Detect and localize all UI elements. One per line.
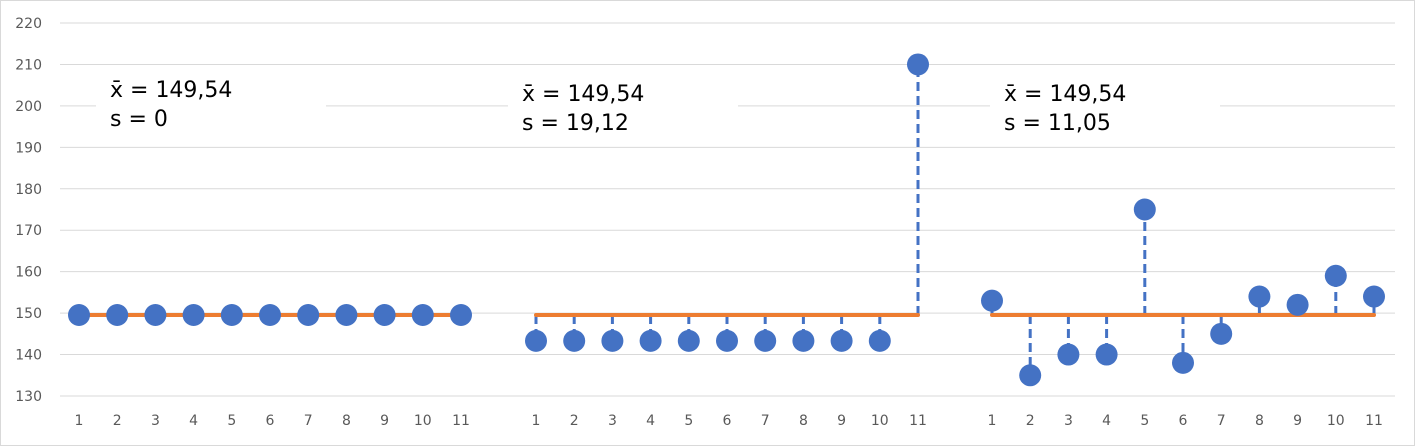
- panel-1: 1 2 3 4 5 6 7 8 9 10 11 x̄ = 149,54 s = 0: [68, 72, 472, 429]
- data-point: [981, 289, 1003, 312]
- std-annotation: s = 0: [110, 107, 168, 132]
- data-point: [1133, 198, 1156, 221]
- data-point: [639, 329, 662, 352]
- x-tick-label: 3: [151, 413, 160, 429]
- panels: 1 2 3 4 5 6 7 8 9 10 11 x̄ = 149,54 s = 0 1 2 3 4 5 6 7 8 9 10…: [68, 53, 1385, 429]
- data-point: [830, 329, 853, 352]
- data-point: [1324, 264, 1347, 287]
- data-point: [525, 329, 547, 352]
- data-point: [450, 304, 472, 327]
- data-point: [716, 329, 738, 352]
- data-point: [677, 329, 700, 352]
- data-point: [792, 329, 815, 352]
- data-point: [1286, 293, 1309, 316]
- annotation-background: [508, 76, 738, 138]
- data-point: [106, 304, 129, 327]
- data-point: [1248, 285, 1271, 308]
- data-point: [259, 304, 281, 327]
- mean-annotation: x̄ = 149,54: [522, 82, 644, 107]
- y-tick-label: 210: [15, 57, 42, 73]
- data-point: [907, 53, 929, 76]
- x-tick-label: 2: [1026, 413, 1035, 429]
- data-point: [220, 304, 243, 327]
- x-tick-label: 4: [189, 413, 198, 429]
- x-tick-label: 7: [1217, 413, 1226, 429]
- x-tick-label: 7: [304, 413, 313, 429]
- data-point: [182, 304, 205, 327]
- x-tick-label: 11: [909, 413, 927, 429]
- data-point: [754, 329, 777, 352]
- data-point: [144, 304, 167, 327]
- x-tick-label: 5: [227, 413, 236, 429]
- data-point: [1019, 364, 1042, 387]
- x-tick-label: 9: [380, 413, 389, 429]
- x-tick-label: 9: [1293, 413, 1302, 429]
- data-point: [1210, 322, 1233, 345]
- x-tick-label: 8: [1255, 413, 1264, 429]
- x-tick-label: 5: [1140, 413, 1149, 429]
- x-tick-label: 1: [532, 413, 541, 429]
- y-tick-label: 160: [15, 265, 42, 281]
- x-tick-label: 3: [1064, 413, 1073, 429]
- y-tick-label: 140: [15, 348, 42, 364]
- panel-3: 1 2 3 4 5 6 7 8 9 10 11 x̄ = 149,54 s = 11,05: [981, 76, 1385, 429]
- x-tick-label: 4: [1102, 413, 1111, 429]
- mean-annotation: x̄ = 149,54: [110, 78, 232, 103]
- x-tick-label: 8: [799, 413, 808, 429]
- data-point: [411, 304, 434, 327]
- x-tick-label: 10: [1327, 413, 1345, 429]
- data-point: [373, 304, 396, 327]
- x-tick-label: 9: [837, 413, 846, 429]
- y-tick-label: 200: [15, 99, 42, 115]
- x-tick-label: 2: [570, 413, 579, 429]
- y-tick-label: 170: [15, 223, 42, 239]
- y-tick-label: 130: [15, 389, 42, 405]
- x-tick-label: 8: [342, 413, 351, 429]
- data-point: [601, 329, 624, 352]
- y-tick-label: 190: [15, 140, 42, 156]
- annotation-background: [96, 72, 326, 134]
- data-point: [297, 304, 320, 327]
- mean-annotation: x̄ = 149,54: [1004, 82, 1126, 107]
- x-tick-label: 10: [871, 413, 889, 429]
- data-point: [1172, 351, 1194, 374]
- y-tick-label: 180: [15, 182, 42, 198]
- x-tick-label: 6: [1179, 413, 1188, 429]
- x-tick-label: 2: [113, 413, 122, 429]
- x-tick-label: 11: [1365, 413, 1383, 429]
- data-point: [1057, 343, 1080, 366]
- data-point: [868, 329, 891, 352]
- panel-2: 1 2 3 4 5 6 7 8 9 10 11 x̄ = 149,54 s = 19,12: [508, 53, 929, 429]
- y-tick-label: 150: [15, 306, 42, 322]
- x-tick-label: 1: [75, 413, 84, 429]
- x-tick-label: 10: [414, 413, 432, 429]
- x-tick-label: 5: [684, 413, 693, 429]
- y-axis-ticks: 130 140 150 160 170 180 190 200 210 220: [15, 16, 42, 405]
- y-tick-label: 220: [15, 16, 42, 32]
- x-tick-label: 7: [761, 413, 770, 429]
- x-tick-label: 11: [452, 413, 470, 429]
- std-annotation: s = 11,05: [1004, 111, 1111, 136]
- std-annotation: s = 19,12: [522, 111, 629, 136]
- annotation-background: [990, 76, 1220, 138]
- data-point: [1363, 285, 1385, 308]
- data-point: [563, 329, 586, 352]
- x-tick-label: 1: [988, 413, 997, 429]
- data-point: [335, 304, 358, 327]
- x-tick-label: 3: [608, 413, 617, 429]
- x-tick-label: 6: [723, 413, 732, 429]
- data-point: [1095, 343, 1118, 366]
- data-point: [68, 304, 90, 327]
- x-tick-label: 6: [266, 413, 275, 429]
- x-tick-label: 4: [646, 413, 655, 429]
